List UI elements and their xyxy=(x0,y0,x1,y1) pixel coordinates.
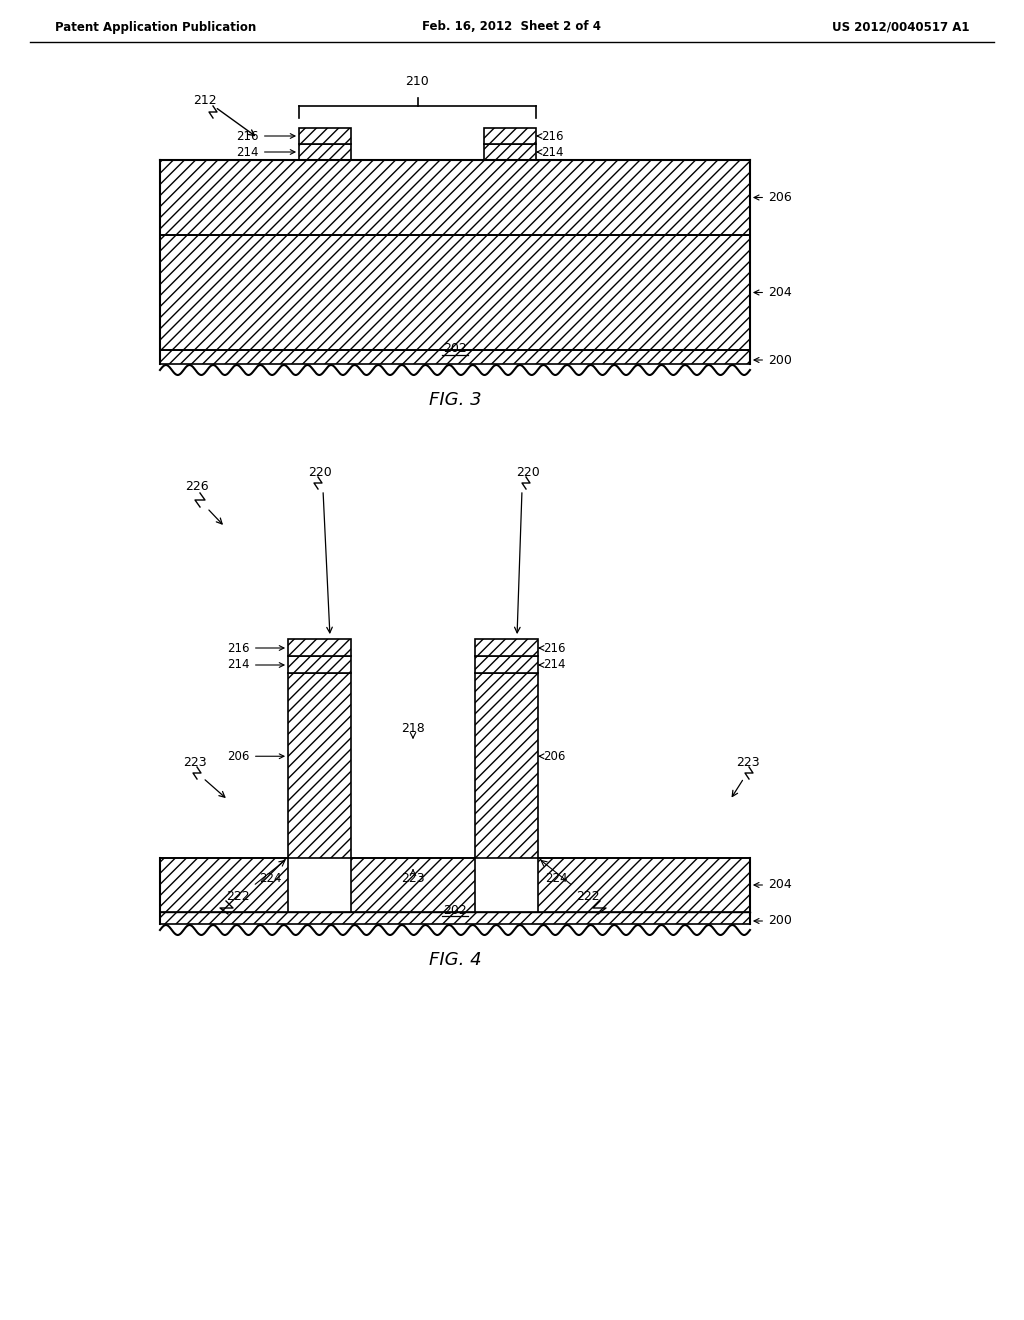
Text: 200: 200 xyxy=(754,915,792,928)
Text: 204: 204 xyxy=(754,879,792,891)
Text: 214: 214 xyxy=(540,659,565,672)
Text: 216: 216 xyxy=(540,642,565,655)
Text: 206: 206 xyxy=(754,191,792,205)
Text: 210: 210 xyxy=(406,75,429,88)
Text: 206: 206 xyxy=(227,750,284,763)
Bar xyxy=(351,858,475,912)
Bar xyxy=(484,144,536,160)
Bar xyxy=(160,350,750,364)
Text: 223: 223 xyxy=(736,755,760,768)
Text: 218: 218 xyxy=(401,722,425,735)
Text: 220: 220 xyxy=(308,466,332,479)
Bar xyxy=(475,673,538,858)
Text: 226: 226 xyxy=(185,480,209,494)
Bar xyxy=(299,144,351,160)
Bar xyxy=(160,858,288,912)
Text: 212: 212 xyxy=(194,94,217,107)
Bar xyxy=(475,639,538,656)
Text: US 2012/0040517 A1: US 2012/0040517 A1 xyxy=(833,21,970,33)
Text: 223: 223 xyxy=(401,871,425,884)
Bar xyxy=(475,656,538,673)
Text: 202: 202 xyxy=(443,903,467,916)
Bar xyxy=(288,673,351,858)
Text: 206: 206 xyxy=(540,750,565,763)
Text: 224: 224 xyxy=(259,871,282,884)
Text: 214: 214 xyxy=(227,659,284,672)
Text: 224: 224 xyxy=(545,871,567,884)
Text: 222: 222 xyxy=(577,890,600,903)
Text: 202: 202 xyxy=(443,342,467,355)
Text: 214: 214 xyxy=(237,145,295,158)
Text: 216: 216 xyxy=(538,129,563,143)
Bar xyxy=(484,128,536,144)
Text: 216: 216 xyxy=(237,129,295,143)
Bar xyxy=(160,235,750,350)
Text: FIG. 3: FIG. 3 xyxy=(429,391,481,409)
Text: Patent Application Publication: Patent Application Publication xyxy=(55,21,256,33)
Text: 220: 220 xyxy=(516,466,540,479)
Bar xyxy=(288,639,351,656)
Bar xyxy=(299,128,351,144)
Text: 216: 216 xyxy=(227,642,284,655)
Text: 222: 222 xyxy=(226,890,250,903)
Text: 214: 214 xyxy=(538,145,563,158)
Bar xyxy=(288,656,351,673)
Text: 223: 223 xyxy=(183,755,207,768)
Bar xyxy=(160,160,750,235)
Bar xyxy=(538,858,750,912)
Text: 200: 200 xyxy=(754,354,792,367)
Bar xyxy=(160,912,750,924)
Text: 204: 204 xyxy=(754,286,792,300)
Text: Feb. 16, 2012  Sheet 2 of 4: Feb. 16, 2012 Sheet 2 of 4 xyxy=(423,21,601,33)
Text: FIG. 4: FIG. 4 xyxy=(429,950,481,969)
